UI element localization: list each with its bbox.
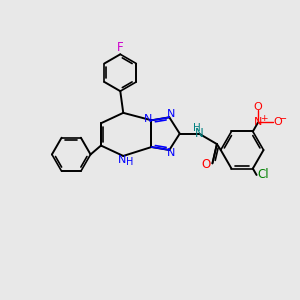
Text: N: N (118, 155, 126, 165)
Text: N: N (254, 118, 262, 128)
Text: Cl: Cl (257, 169, 269, 182)
Text: O: O (201, 158, 211, 171)
Text: O: O (273, 118, 282, 128)
Text: −: − (279, 115, 287, 124)
Text: H: H (125, 158, 133, 167)
Text: N: N (195, 127, 203, 140)
Text: H: H (193, 123, 200, 133)
Text: O: O (254, 102, 262, 112)
Text: F: F (117, 41, 124, 54)
Text: N: N (143, 114, 152, 124)
Text: N: N (167, 148, 176, 158)
Text: N: N (167, 109, 176, 119)
Text: +: + (260, 114, 267, 123)
